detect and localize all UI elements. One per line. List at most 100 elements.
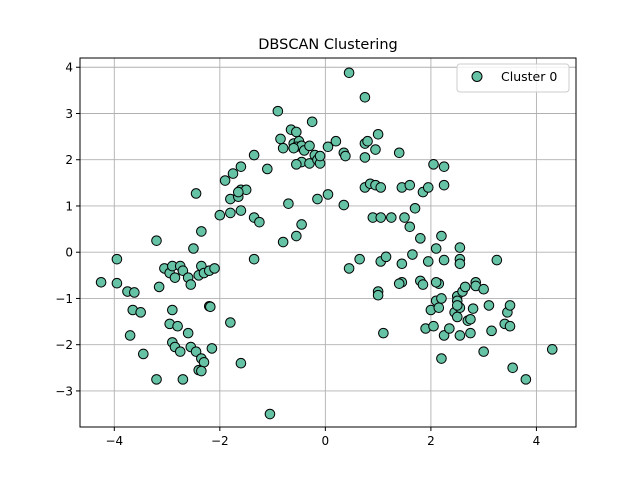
data-point [438,161,450,172]
data-point [314,150,326,162]
data-point [520,374,532,385]
data-point [129,287,140,298]
data-point [404,179,416,191]
data-point [291,126,302,138]
data-point [312,193,323,205]
data-point [277,236,289,248]
data-point [291,159,302,170]
data-point [451,311,463,323]
data-point [417,279,429,290]
data-point [375,212,387,223]
data-point [372,129,384,140]
data-point [343,67,355,79]
data-point [451,300,463,311]
data-point [415,233,426,244]
data-point [248,149,260,161]
data-points [95,67,558,420]
data-point [399,212,410,223]
data-point [370,144,381,155]
y-tick-label: −3 [55,384,73,398]
data-point [172,320,183,332]
legend-label: Cluster 0 [501,69,557,84]
y-axis: −3 −2 −1 0 1 2 3 4 [55,61,80,398]
data-point [428,320,439,332]
data-point [422,256,434,267]
data-point [430,276,442,288]
data-point [205,301,216,313]
data-point [196,365,207,377]
data-point [167,304,178,316]
data-point [135,307,146,318]
data-point [174,346,186,357]
data-point [504,300,516,311]
data-point [235,161,247,172]
data-point [306,116,318,128]
data-point [185,279,197,290]
data-point [465,313,476,325]
data-point [478,283,489,295]
data-point [454,258,466,270]
data-point [151,374,162,385]
data-point [111,277,123,289]
data-point [483,300,495,311]
data-point [322,141,334,153]
data-point [430,243,442,254]
data-point [436,230,447,242]
data-point [404,221,416,233]
data-point [436,353,447,364]
chart-title: DBSCAN Clustering [258,37,397,53]
data-point [396,258,408,270]
data-point [209,263,220,274]
data-point [454,242,466,253]
data-point [507,362,518,374]
legend-marker [471,71,483,82]
data-point [393,147,405,159]
data-point [375,182,387,193]
data-point [386,212,397,223]
data-point [177,374,189,385]
data-point [378,327,389,339]
data-point [454,330,466,341]
data-point [372,289,384,301]
data-point [422,182,434,193]
data-point [196,226,207,237]
y-tick-label: 2 [65,153,73,167]
data-point [407,249,418,260]
data-point [219,175,231,186]
y-tick-label: 1 [65,199,73,213]
data-point [206,343,218,354]
data-point [190,188,202,199]
data-point [438,254,450,266]
data-point [444,323,455,334]
data-point [248,253,260,265]
data-point [151,235,162,246]
data-point [235,205,247,216]
data-point [393,278,405,289]
y-tick-label: 0 [65,246,73,260]
data-point [438,330,450,341]
data-point [340,150,351,162]
y-tick-label: 4 [65,61,73,75]
data-point [546,344,558,355]
data-point [214,209,226,221]
data-point [233,186,244,198]
y-tick-label: 3 [65,107,73,121]
data-point [182,327,194,339]
data-point [436,293,447,304]
y-tick-label: −1 [55,292,73,306]
data-point [291,230,302,242]
data-point [428,159,439,170]
x-axis: −4 −2 0 2 4 [105,427,540,448]
data-point [380,251,392,263]
data-point [235,357,247,369]
data-point [262,163,273,175]
data-point [254,216,265,228]
x-tick-label: 4 [533,434,541,448]
data-point [138,348,149,360]
data-point [338,199,350,211]
data-point [359,152,371,163]
data-point [264,408,276,420]
data-point [322,189,334,200]
data-point [409,202,421,214]
data-point [190,346,202,357]
